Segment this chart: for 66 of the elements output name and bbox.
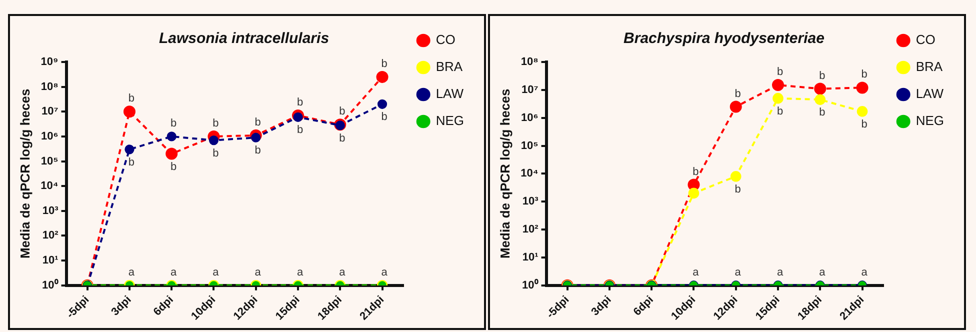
annotation: a xyxy=(819,266,826,278)
annotation: b xyxy=(381,58,388,70)
y-tick-label: 10¹ xyxy=(42,254,59,267)
annotation: b xyxy=(819,70,826,82)
chart-title: Lawsonia intracellularis xyxy=(158,30,330,48)
annotation: b xyxy=(128,156,135,168)
y-tick-label: 10⁵ xyxy=(520,140,538,152)
y-tick-label: 10⁸ xyxy=(40,80,58,93)
annotation: b xyxy=(776,66,784,78)
y-tick-label: 10² xyxy=(42,230,59,242)
y-tick-label: 10⁹ xyxy=(40,56,58,68)
annotation: b xyxy=(254,116,261,128)
annotation: b xyxy=(776,105,784,118)
y-tick-label: 10⁰ xyxy=(522,278,538,292)
chart-title: Brachyspira hyodysenteriae xyxy=(624,30,824,48)
annotation: b xyxy=(819,106,826,119)
legend-label: BRA xyxy=(916,59,943,74)
y-tick-label: 10⁶ xyxy=(40,130,58,142)
annotation: b xyxy=(254,144,261,157)
legend-label: LAW xyxy=(436,86,464,102)
y-tick-label: 10⁰ xyxy=(42,278,58,292)
annotation: b xyxy=(861,118,868,130)
y-axis-title: Media de qPCR log/g heces xyxy=(497,88,512,259)
legend-label: NEG xyxy=(916,113,944,128)
annotation: a xyxy=(128,266,136,278)
annotation: a xyxy=(170,266,178,278)
annotation: b xyxy=(170,160,177,173)
annotation: a xyxy=(212,266,220,278)
annotation: a xyxy=(734,266,742,278)
y-tick-label: 10⁶ xyxy=(520,112,538,124)
annotation: b xyxy=(381,111,388,124)
y-tick-label: 10³ xyxy=(42,204,59,217)
y-tick-label: 10⁷ xyxy=(521,84,539,96)
annotation: a xyxy=(381,266,388,278)
annotation: b xyxy=(339,132,346,144)
annotation: a xyxy=(296,266,304,278)
legend-label: NEG xyxy=(436,113,464,128)
y-axis-title: Media de qPCR log/g heces xyxy=(17,88,32,259)
annotation: b xyxy=(170,117,177,130)
legend-label: CO xyxy=(436,32,456,48)
annotation: b xyxy=(212,117,219,130)
y-tick-label: 10¹ xyxy=(522,251,539,264)
annotation: b xyxy=(296,124,304,136)
y-tick-label: 10² xyxy=(522,224,539,236)
annotation: b xyxy=(296,96,304,109)
annotation: b xyxy=(339,106,346,118)
y-tick-label: 10⁵ xyxy=(40,155,58,168)
annotation: b xyxy=(692,166,699,178)
y-tick-label: 10⁴ xyxy=(520,168,538,180)
annotation: a xyxy=(692,266,700,278)
annotation: a xyxy=(776,266,784,278)
y-tick-label: 10⁷ xyxy=(41,106,59,118)
y-tick-label: 10⁴ xyxy=(40,180,58,192)
annotation: a xyxy=(861,266,868,278)
annotation: b xyxy=(128,92,135,105)
annotation: a xyxy=(339,266,346,278)
y-tick-label: 10³ xyxy=(522,196,539,208)
legend-label: CO xyxy=(916,32,936,48)
y-tick-label: 10⁸ xyxy=(520,56,538,68)
annotation: b xyxy=(861,68,868,81)
annotation: b xyxy=(734,88,741,100)
annotation: a xyxy=(254,266,262,278)
legend-label: BRA xyxy=(436,59,463,74)
annotation: b xyxy=(734,183,741,196)
legend-label: LAW xyxy=(916,86,944,102)
annotation: b xyxy=(212,147,219,160)
